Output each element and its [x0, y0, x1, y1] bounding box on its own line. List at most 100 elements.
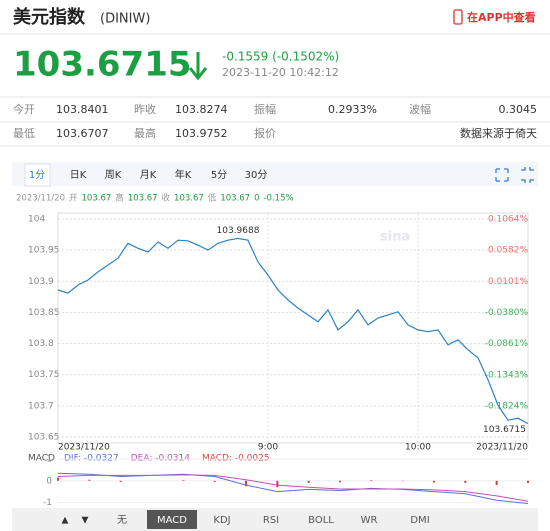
macd-tick-label: 1	[46, 455, 52, 465]
period-tab[interactable]: 年K	[175, 168, 192, 181]
macd-bar	[182, 480, 185, 481]
indicator-selected	[147, 510, 197, 529]
info-text: 103.67	[174, 194, 204, 204]
y2-tick-label: -0.0380%	[485, 308, 529, 318]
y-tick-label: 103.8	[28, 339, 54, 349]
x-tick-label: 10:00	[405, 443, 431, 453]
y-tick-label: 103.7	[28, 401, 54, 411]
y2-tick-label: -0.0861%	[485, 339, 529, 349]
macd-line	[57, 472, 529, 504]
legend-entry: DEA: -0.0314	[131, 454, 191, 464]
indicator-tab[interactable]: RSI	[263, 515, 279, 526]
source: 数据来源于倚天	[460, 126, 537, 140]
phone-icon	[453, 9, 463, 25]
y-tick-label: 103.95	[28, 246, 60, 256]
macd-bar	[213, 480, 216, 482]
plot-frame	[57, 212, 529, 444]
stat-label: 报价	[254, 126, 276, 140]
stat-label: 今开	[13, 102, 35, 116]
legend-entry: MACD: -0.0025	[202, 454, 270, 464]
title: 美元指数	[13, 6, 86, 28]
period-tab[interactable]: 5分	[211, 169, 227, 181]
indicator-tab[interactable]: 无	[117, 515, 127, 526]
stat-label: 最高	[134, 126, 156, 140]
stat-value: 103.8401	[56, 103, 109, 116]
max-annotation: 103.9688	[217, 226, 260, 236]
time: 2023-11-20 10:42:12	[222, 66, 339, 79]
stat-label: 昨收	[134, 102, 156, 116]
y2-tick-label: -0.1824%	[485, 401, 529, 411]
stat-label: 最低	[13, 127, 35, 140]
indicator-tab[interactable]: WR	[361, 515, 378, 526]
change: -0.1559 (-0.1502%)	[222, 50, 339, 64]
info-text: 2023/11/20	[16, 194, 65, 204]
x-tick-label: 2023/11/20	[58, 443, 110, 453]
macd-line	[57, 474, 529, 502]
macd-bar	[370, 480, 373, 481]
stat-value: 0.3045	[499, 103, 538, 116]
app-link[interactable]: 在APP中查看	[467, 10, 536, 24]
stat-value: 103.8274	[175, 103, 228, 116]
stat-label: 振幅	[254, 102, 276, 116]
y2-tick-label: 0.0101%	[488, 277, 528, 287]
info-text: 103.67	[220, 194, 250, 204]
scroll-up[interactable]: ▲	[62, 516, 69, 526]
indicator-tab[interactable]: BOLL	[308, 515, 334, 526]
stat-value: 0.2933%	[328, 103, 377, 116]
period-tab[interactable]: 1分	[29, 169, 45, 181]
y-tick-label: 103.65	[28, 433, 60, 443]
code: (DINIW)	[100, 12, 150, 27]
y-tick-label: 104	[28, 215, 45, 225]
macd-bar	[339, 480, 341, 483]
stat-value: 103.9752	[175, 127, 228, 140]
tab-selected	[24, 163, 51, 187]
macd-tick-label: 0	[46, 476, 52, 486]
macd-bar	[88, 479, 91, 481]
macd-bar	[307, 480, 310, 483]
macd-title: MACD	[28, 454, 55, 464]
stat-value: 103.6707	[56, 127, 109, 140]
period-tab[interactable]: 月K	[140, 169, 157, 181]
stat-label: 波幅	[409, 103, 431, 116]
info-text: 开	[69, 194, 78, 204]
indicator-tab[interactable]: MACD	[157, 515, 187, 526]
tab-bar	[12, 162, 538, 186]
period-tab[interactable]: 30分	[245, 169, 268, 181]
x-tick-label: 9:00	[258, 443, 278, 453]
info-text: 低	[208, 193, 217, 204]
macd-bar	[433, 480, 435, 483]
y-tick-label: 103.75	[28, 370, 60, 380]
period-tab[interactable]: 周K	[105, 169, 122, 181]
period-tab[interactable]: 日K	[70, 170, 87, 181]
indicator-tab[interactable]: KDJ	[213, 515, 230, 526]
price-line	[57, 237, 529, 425]
macd-bar	[464, 480, 467, 483]
macd-bar	[276, 480, 279, 488]
fullscreen-icons[interactable]	[495, 167, 534, 183]
x-tick-label: 2023/11/20	[476, 443, 528, 453]
y2-tick-label: -0.1343%	[485, 370, 529, 380]
scroll-down[interactable]: ▼	[82, 516, 89, 526]
indicator-tab[interactable]: DMI	[410, 515, 429, 526]
watermark: sina	[380, 230, 410, 245]
y2-tick-label: 0.1064%	[488, 215, 528, 225]
info-text: 103.67	[128, 194, 158, 204]
y-tick-label: 103.9	[28, 277, 54, 287]
legend-entry: DIF: -0.0327	[64, 454, 119, 464]
macd-bar	[527, 480, 529, 483]
info-text: 103.67	[82, 194, 112, 204]
macd-bar	[119, 480, 122, 482]
info-text: -0.15%	[263, 194, 293, 204]
price: 103.6715	[13, 45, 192, 85]
info-text: 收	[162, 193, 171, 204]
macd-bar	[57, 477, 59, 481]
macd-bar	[245, 480, 247, 487]
info-text: 高	[115, 193, 124, 204]
info-text: 0	[254, 194, 259, 204]
last-annotation: 103.6715	[483, 425, 526, 435]
macd-bar	[495, 480, 498, 486]
down-arrow	[188, 52, 208, 81]
y-tick-label: 103.85	[28, 308, 60, 318]
indicator-bar	[12, 508, 538, 531]
